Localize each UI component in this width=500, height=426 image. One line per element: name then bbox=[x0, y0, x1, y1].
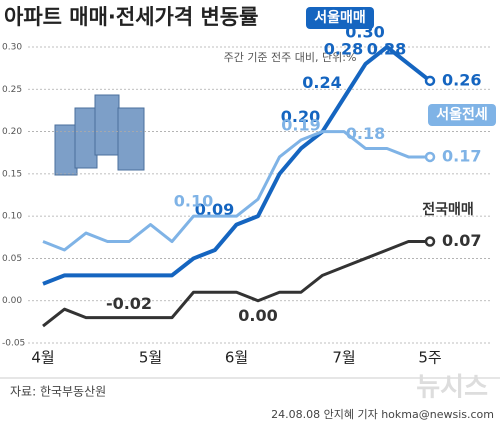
legend-box bbox=[306, 7, 374, 29]
value-label: 0.24 bbox=[302, 73, 341, 92]
end-marker bbox=[424, 75, 436, 87]
credit: 24.08.08 안지혜 기자 hokma@newsis.com bbox=[271, 408, 494, 421]
y-tick-label: 0.30 bbox=[2, 43, 22, 53]
value-label: 0.28 bbox=[324, 39, 363, 58]
legend-label: 서울매매 bbox=[314, 9, 366, 26]
x-tick-label: 6월 bbox=[225, 349, 248, 367]
x-tick-label: 5주 bbox=[418, 349, 441, 367]
line bbox=[42, 240, 430, 328]
x-tick-label: 7월 bbox=[332, 349, 355, 367]
value-label: 0.26 bbox=[442, 70, 481, 89]
y-tick-label: 0.20 bbox=[2, 127, 22, 137]
chart-title: 아파트 매매·전세가격 변동률 bbox=[4, 5, 258, 29]
y-tick-label: 0.05 bbox=[2, 254, 22, 264]
value-label: 0.07 bbox=[442, 231, 481, 250]
line bbox=[42, 45, 432, 286]
value-label: 0.10 bbox=[174, 192, 213, 211]
y-tick-label: 0.25 bbox=[2, 85, 22, 95]
legend-box bbox=[428, 104, 496, 126]
subtitle: 주간 기준 전주 대비, 단위:% bbox=[224, 51, 357, 64]
y-tick-label: 0.00 bbox=[2, 296, 22, 306]
source: 자료: 한국부동산원 bbox=[10, 385, 106, 399]
line bbox=[42, 130, 430, 252]
building-icon bbox=[54, 94, 145, 176]
legend-label: 전국매매 bbox=[422, 201, 474, 218]
y-tick-label: -0.05 bbox=[2, 339, 25, 349]
x-tick-label: 5월 bbox=[139, 349, 162, 367]
x-tick-label: 4월 bbox=[31, 349, 54, 367]
legend-label: 서울전세 bbox=[436, 106, 488, 123]
y-tick-label: 0.15 bbox=[2, 169, 22, 179]
value-label: -0.02 bbox=[106, 294, 152, 313]
value-label: 0.17 bbox=[442, 146, 481, 165]
value-label: 0.19 bbox=[281, 116, 320, 135]
value-label: 0.09 bbox=[195, 200, 234, 219]
end-marker bbox=[424, 236, 436, 247]
value-label: 0.00 bbox=[238, 306, 277, 325]
value-label: 0.20 bbox=[281, 107, 320, 126]
value-label: 0.18 bbox=[346, 124, 385, 143]
y-tick-label: 0.10 bbox=[2, 212, 22, 222]
watermark: 뉴시스 bbox=[416, 373, 488, 403]
end-marker bbox=[424, 151, 436, 163]
value-label: 0.28 bbox=[367, 39, 406, 58]
